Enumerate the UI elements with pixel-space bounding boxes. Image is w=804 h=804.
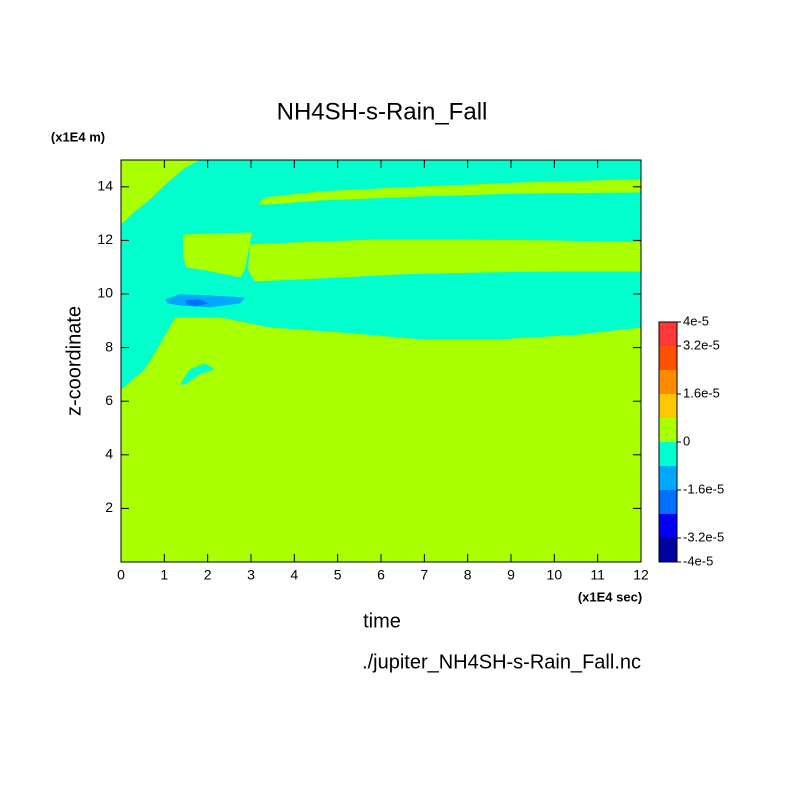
colorbar-bin	[659, 442, 677, 466]
y-unit: (x1E4 m)	[51, 129, 105, 144]
colorbar-bin	[659, 490, 677, 514]
y-tick-label: 6	[105, 392, 113, 408]
colorbar-bin	[659, 538, 677, 562]
x-tick-label: 10	[547, 567, 563, 583]
y-axis-label: z-coordinate	[63, 306, 85, 416]
y-tick-label: 4	[105, 446, 113, 462]
x-tick-label: 5	[334, 567, 342, 583]
x-tick-label: 9	[507, 567, 515, 583]
colorbar-label: -3.2e-5	[683, 529, 724, 544]
x-tick-label: 4	[290, 567, 298, 583]
colorbar-bin	[659, 346, 677, 370]
y-tick-label: 10	[97, 285, 113, 301]
x-unit: (x1E4 sec)	[578, 589, 642, 604]
y-tick-label: 2	[105, 499, 113, 515]
y-tick-label: 14	[97, 178, 113, 194]
colorbar-label: -4e-5	[683, 553, 713, 568]
contour-region	[179, 363, 216, 385]
contour-region	[121, 160, 200, 225]
chart-title: NH4SH-s-Rain_Fall	[277, 98, 488, 125]
x-tick-label: 0	[117, 567, 125, 583]
x-tick-label: 7	[420, 567, 428, 583]
x-tick-label: 6	[377, 567, 385, 583]
colorbar-label: 1.6e-5	[683, 385, 720, 400]
colorbar-bin	[659, 514, 677, 538]
contour-region	[257, 179, 641, 205]
x-tick-label: 3	[247, 567, 255, 583]
contour-region	[185, 299, 209, 307]
colorbar-label: -1.6e-5	[683, 481, 724, 496]
x-tick-label: 12	[633, 567, 649, 583]
colorbar-label: 3.2e-5	[683, 337, 720, 352]
colorbar-bin	[659, 322, 677, 346]
y-tick-label: 8	[105, 338, 113, 354]
colorbar-bin	[659, 394, 677, 418]
colorbar-label: 4e-5	[683, 313, 709, 328]
contour-region	[182, 232, 252, 278]
x-tick-label: 11	[590, 567, 605, 583]
x-axis-label: time	[363, 610, 401, 632]
y-tick-label: 12	[97, 231, 113, 247]
colorbar-bin	[659, 466, 677, 490]
source-file: ./jupiter_NH4SH-s-Rain_Fall.nc	[362, 651, 641, 673]
colorbar-label: 0	[683, 433, 690, 448]
contour-region	[165, 294, 245, 308]
x-tick-label: 8	[464, 567, 472, 583]
colorbar-bin	[659, 370, 677, 394]
contour-region	[247, 239, 641, 282]
x-tick-label: 1	[160, 567, 168, 583]
x-tick-label: 2	[204, 567, 212, 583]
colorbar-bin	[659, 418, 677, 442]
